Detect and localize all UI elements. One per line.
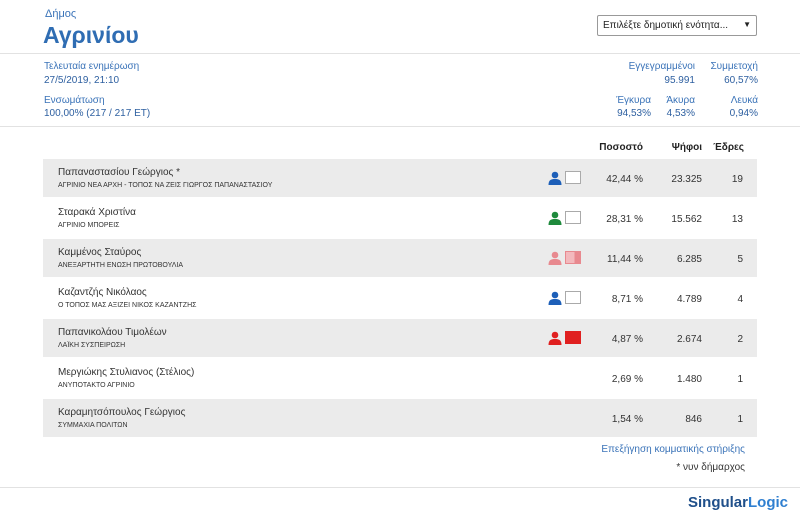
vote-percentage: 11,44 % — [607, 254, 643, 265]
unit-select[interactable]: Επιλέξτε δημοτική ενότητα... ▼ — [597, 15, 757, 36]
blank-label: Λευκά — [730, 95, 758, 106]
seat-count: 1 — [737, 414, 743, 425]
vote-count: 846 — [685, 414, 702, 425]
updated-value: 27/5/2019, 21:10 — [44, 75, 120, 86]
logo-text-b: Logic — [748, 494, 788, 511]
logo-text-a: Singular — [687, 494, 748, 511]
registered-value: 95.991 — [664, 75, 695, 86]
table-row: Σταρακά Χριστίνα ΑΓΡΙΝΙΟ ΜΠΟΡΕΙΣ 28,31 % 15… — [43, 199, 757, 237]
valid-label: Έγκυρα — [616, 95, 651, 106]
candidate-name: Μεργιώκης Στυλιανος (Στέλιος) — [58, 367, 195, 378]
updated-label: Τελευταία ενημέρωση — [44, 61, 140, 72]
divider — [0, 126, 800, 127]
seat-count: 13 — [731, 214, 743, 225]
vote-percentage: 1,54 % — [611, 414, 643, 425]
person-icon — [548, 171, 562, 185]
party-support-link[interactable]: Επεξήγηση κομματικής στήριξης — [601, 444, 745, 455]
table-row: Παπαναστασίου Γεώργιος * ΑΓΡΙΝΙΟ ΝΕΑ ΑΡΧΗ… — [43, 159, 757, 197]
turnout-value: 60,57% — [724, 75, 758, 86]
party-flag-icon — [565, 251, 581, 264]
party-name: ΣΥΜΜΑΧΙΑ ΠΟΛΙΤΩΝ — [58, 422, 128, 429]
vote-percentage: 8,71 % — [611, 294, 643, 305]
vote-percentage: 42,44 % — [606, 174, 643, 185]
party-name: ΑΝΕΞΑΡΤΗΤΗ ΕΝΩΣΗ ΠΡΩΤΟΒΟΥΛΙΑ — [58, 262, 184, 269]
vote-count: 6.285 — [676, 254, 702, 265]
integration-label: Ενσωμάτωση — [44, 95, 105, 106]
vote-percentage: 28,31 % — [606, 214, 643, 225]
table-row: Καζαντζής Νικόλαος Ο ΤΟΠΟΣ ΜΑΣ ΑΞΙΖΕΙ ΝΙΚ… — [43, 279, 757, 317]
singularlogic-logo: SingularLogic — [688, 494, 788, 511]
party-flag-icon — [565, 211, 581, 224]
vote-count: 15.562 — [671, 214, 702, 225]
vote-percentage: 4,87 % — [611, 334, 643, 345]
divider — [0, 487, 800, 488]
seat-count: 2 — [737, 334, 743, 345]
candidate-name: Παπαναστασίου Γεώργιος * — [58, 167, 181, 178]
party-name: ΑΓΡΙΝΙΟ ΝΕΑ ΑΡΧΗ - ΤΟΠΟΣ ΝΑ ΖΕΙΣ ΓΙΩΡΓΟΣ… — [58, 182, 273, 189]
party-name: ΛΑΪΚΗ ΣΥΣΠΕΙΡΩΣΗ — [58, 342, 126, 349]
footnote: * νυν δήμαρχος — [676, 462, 745, 473]
seat-count: 5 — [737, 254, 743, 265]
municipality-label: Δήμος — [45, 8, 77, 20]
unit-select-value: Επιλέξτε δημοτική ενότητα... — [603, 20, 729, 31]
seat-count: 19 — [731, 174, 743, 185]
vote-count: 23.325 — [671, 174, 702, 185]
seat-count: 4 — [737, 294, 743, 305]
person-icon — [548, 251, 562, 265]
party-name: Ο ΤΟΠΟΣ ΜΑΣ ΑΞΙΖΕΙ ΝΙΚΟΣ ΚΑΖΑΝΤΖΗΣ — [58, 302, 197, 309]
candidate-name: Σταρακά Χριστίνα — [58, 207, 136, 218]
party-flag-icon — [565, 291, 581, 304]
candidate-name: Καζαντζής Νικόλαος — [58, 287, 147, 298]
table-row: Καμμένος Σταύρος ΑΝΕΞΑΡΤΗΤΗ ΕΝΩΣΗ ΠΡΩΤΟΒΟ… — [43, 239, 757, 277]
seat-count: 1 — [737, 374, 743, 385]
col-header-votes: Ψήφοι — [671, 142, 702, 153]
candidate-name: Παπανικολάου Τιμολέων — [58, 327, 167, 338]
table-row: Καραμητσόπουλος Γεώργιος ΣΥΜΜΑΧΙΑ ΠΟΛΙΤΩΝ… — [43, 399, 757, 437]
municipality-name: Αγρινίου — [43, 22, 139, 48]
col-header-seats: Έδρες — [713, 142, 744, 153]
party-name: ΑΝΥΠΟΤΑΚΤΟ ΑΓΡΙΝΙΟ — [58, 382, 135, 389]
party-name: ΑΓΡΙΝΙΟ ΜΠΟΡΕΙΣ — [58, 222, 120, 229]
valid-value: 94,53% — [617, 108, 651, 119]
person-icon — [548, 291, 562, 305]
vote-count: 2.674 — [676, 334, 702, 345]
registered-label: Εγγεγραμμένοι — [628, 61, 695, 72]
chevron-down-icon: ▼ — [743, 20, 751, 29]
divider — [0, 53, 800, 54]
invalid-label: Άκυρα — [666, 95, 695, 106]
person-icon — [548, 211, 562, 225]
turnout-label: Συμμετοχή — [710, 61, 758, 72]
candidate-name: Καραμητσόπουλος Γεώργιος — [58, 407, 186, 418]
table-row: Παπανικολάου Τιμολέων ΛΑΪΚΗ ΣΥΣΠΕΙΡΩΣΗ 4,8… — [43, 319, 757, 357]
vote-count: 4.789 — [676, 294, 702, 305]
vote-count: 1.480 — [676, 374, 702, 385]
party-flag-icon — [565, 171, 581, 184]
candidate-name: Καμμένος Σταύρος — [58, 247, 142, 258]
blank-value: 0,94% — [729, 108, 758, 119]
col-header-pct: Ποσοστό — [599, 142, 643, 153]
invalid-value: 4,53% — [666, 108, 695, 119]
person-icon — [548, 331, 562, 345]
vote-percentage: 2,69 % — [611, 374, 643, 385]
table-row: Μεργιώκης Στυλιανος (Στέλιος) ΑΝΥΠΟΤΑΚΤΟ … — [43, 359, 757, 397]
party-flag-icon — [565, 331, 581, 344]
integration-value: 100,00% (217 / 217 ΕΤ) — [44, 108, 151, 119]
